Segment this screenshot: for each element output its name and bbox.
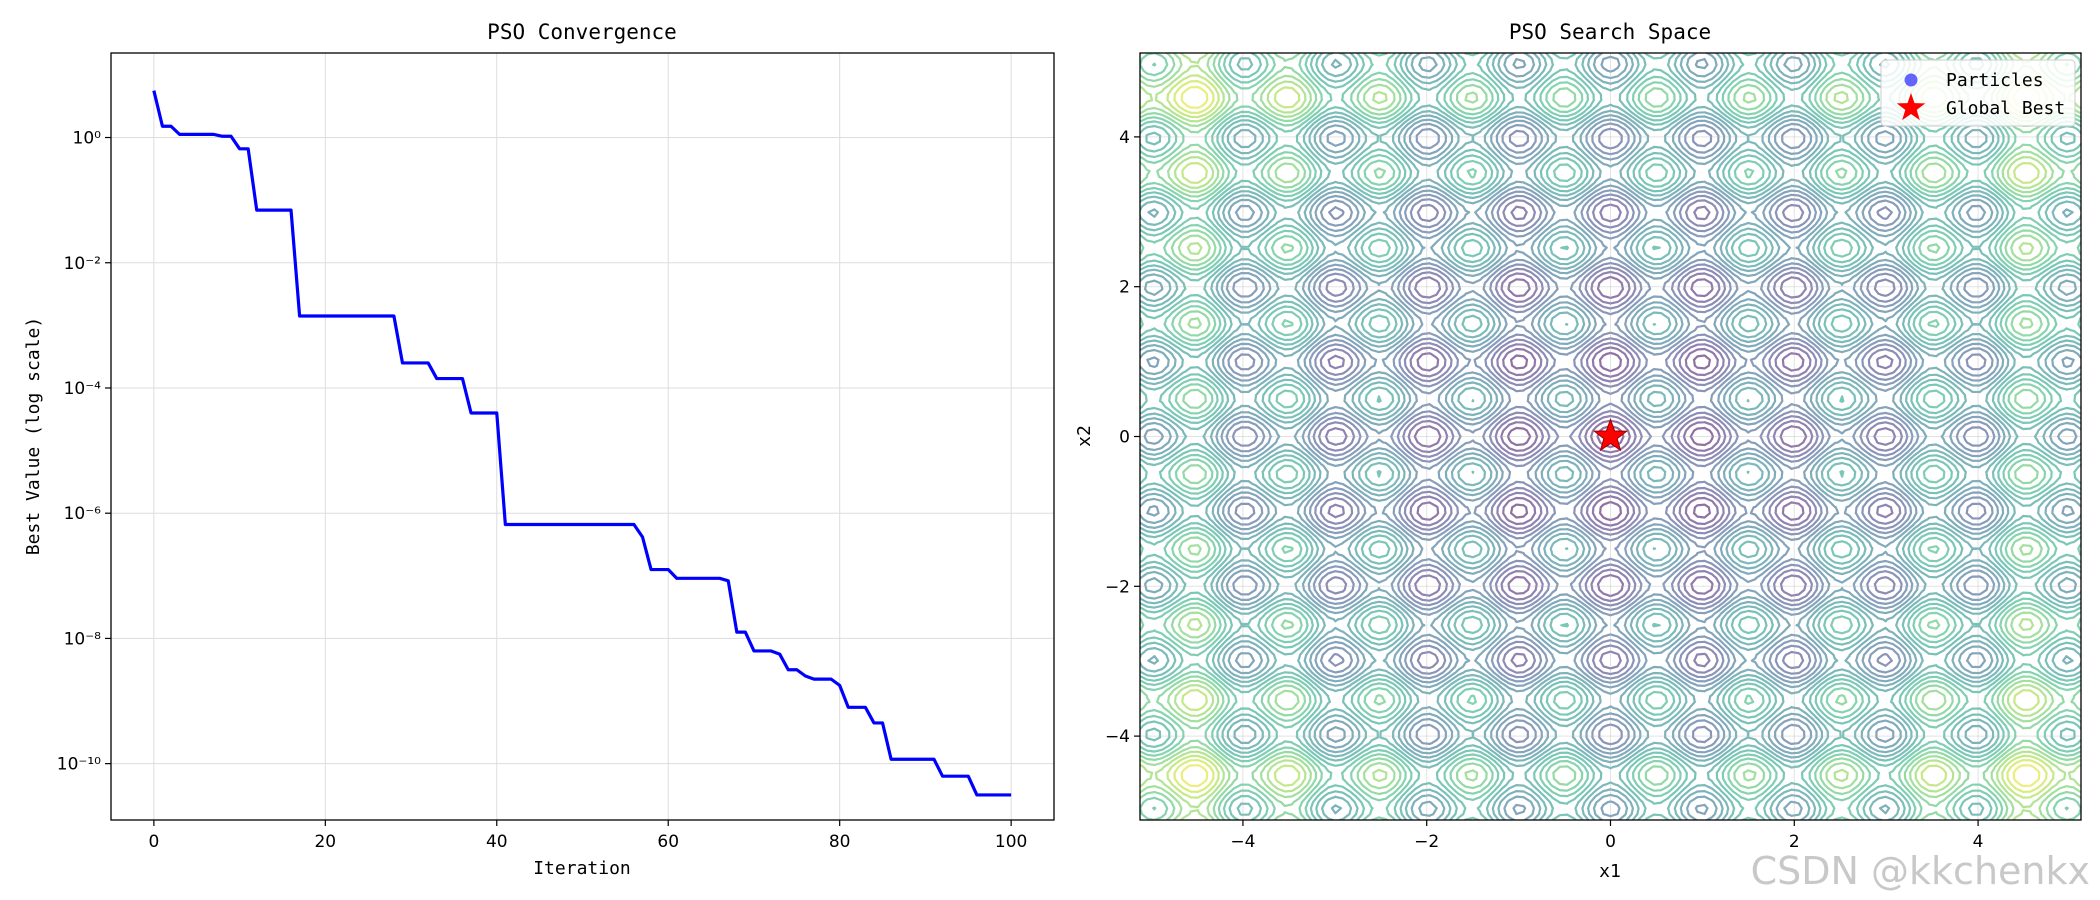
convergence-chart: PSO Convergence 0 20 40 60 80 100 10⁰ 10⁻² 10⁻⁴… [23,20,1055,879]
convergence-x-tick-label: 20 [314,832,336,852]
contour-level [1140,53,2081,820]
watermark: CSDN @kkchenkx [1751,849,2090,893]
search-space-x-tick-label: 2 [1789,832,1800,852]
search-space-chart: PSO Search Space −4 −2 0 2 4 −4 −2 0 2 4 x1 x2 P… [1074,20,2082,882]
convergence-y-tick-label: 10⁻¹⁰ [57,755,101,775]
search-space-title: PSO Search Space [1509,20,1711,44]
convergence-x-ticks: 0 20 40 60 80 100 [148,820,1027,852]
convergence-x-tick-label: 40 [486,832,508,852]
search-space-y-tick-label: −4 [1105,727,1130,747]
convergence-y-tick-label: 10⁰ [73,129,102,149]
search-space-y-label: x2 [1074,425,1095,447]
search-space-x-tick-label: −2 [1414,832,1439,852]
convergence-series [152,90,1012,797]
global-best-marker [1592,418,1629,452]
contour-level [1140,53,2081,820]
search-space-y-tick-label: 0 [1119,428,1130,448]
convergence-y-ticks: 10⁰ 10⁻² 10⁻⁴ 10⁻⁶ 10⁻⁸ 10⁻¹⁰ [57,129,111,775]
contour-level [1143,55,2078,818]
convergence-y-tick-label: 10⁻⁶ [64,504,102,524]
search-space-grid [1140,53,2081,820]
search-space-y-tick-label: 2 [1119,278,1130,298]
legend-global-best-marker [1896,93,1926,121]
contour-level [1231,127,1990,746]
legend-particles-label: Particles [1946,70,2044,91]
search-space-x-tick-label: −4 [1230,832,1255,852]
contour-level [1140,53,2081,820]
convergence-y-tick-label: 10⁻⁸ [64,629,102,649]
convergence-x-label: Iteration [533,858,631,879]
convergence-x-tick-label: 60 [657,832,679,852]
search-space-x-ticks: −4 −2 0 2 4 [1230,820,1983,852]
contour-level [1140,53,2081,820]
convergence-x-tick-label: 0 [148,832,159,852]
convergence-x-tick-label: 100 [995,832,1027,852]
convergence-axes-frame [110,52,1055,821]
search-space-x-tick-label: 0 [1605,832,1616,852]
contour-level [1140,53,2081,820]
search-space-x-label: x1 [1599,861,1621,882]
contour-level [1413,275,1808,598]
convergence-title: PSO Convergence [487,20,677,44]
contour-level [1225,122,1996,751]
contour-level [1318,197,1903,676]
contour-level [1140,53,2081,820]
convergence-y-label: Best Value (log scale) [23,317,44,555]
contour-level [1507,351,1714,522]
legend-particles-marker [1904,73,1918,87]
contour-level [1140,53,2081,820]
convergence-x-tick-label: 80 [829,832,851,852]
rastrigin-contours [1140,53,2081,820]
search-space-y-ticks: −4 −2 0 2 4 [1105,128,1140,747]
search-space-x-tick-label: 4 [1973,832,1984,852]
convergence-grid [111,53,1054,820]
legend: Particles Global Best [1880,59,2076,127]
search-space-y-tick-label: 4 [1119,128,1130,148]
legend-frame [1880,59,2076,127]
best-value-line [152,90,1012,797]
convergence-y-tick-label: 10⁻² [64,254,101,274]
contour-level [1324,203,1897,670]
search-space-y-tick-label: −2 [1105,577,1130,597]
legend-global-best-label: Global Best [1946,98,2065,119]
global-best-layer [1592,418,1629,452]
convergence-y-tick-label: 10⁻⁴ [64,379,102,399]
